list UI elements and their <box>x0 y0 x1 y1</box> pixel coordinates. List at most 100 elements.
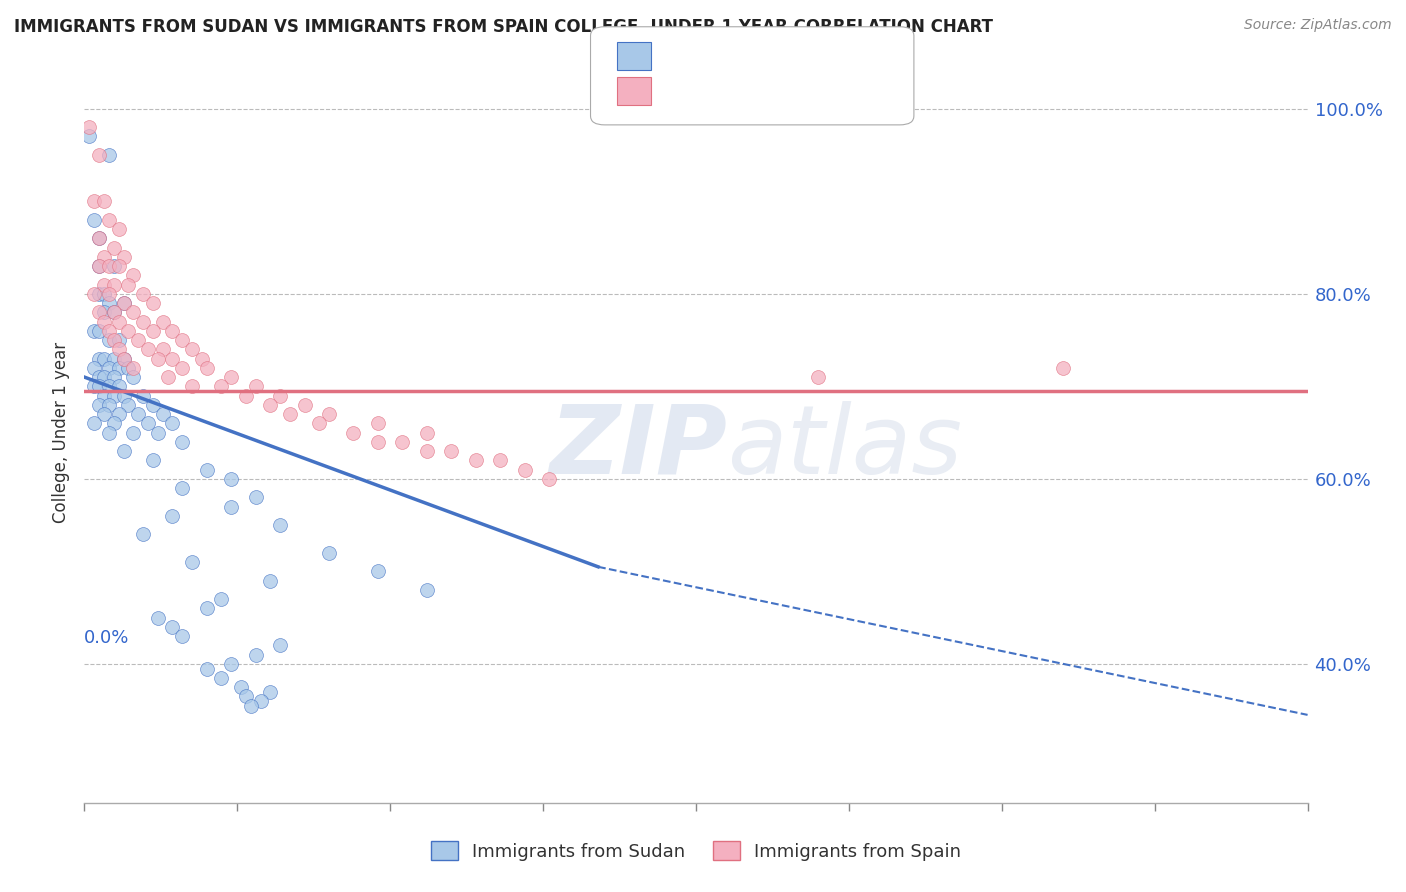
Point <box>107 343 129 357</box>
Point <box>87 379 110 393</box>
Point <box>97 324 120 338</box>
Point <box>367 434 389 449</box>
Point <box>77 129 100 144</box>
Point <box>83 194 105 209</box>
Point <box>416 582 439 597</box>
Point <box>152 407 174 421</box>
Point <box>107 259 129 273</box>
Point <box>181 379 204 393</box>
Point <box>146 425 169 440</box>
Point <box>87 259 110 273</box>
Point <box>181 343 204 357</box>
Point <box>367 417 389 431</box>
Point <box>416 444 439 458</box>
Point <box>87 259 110 273</box>
Point <box>122 425 145 440</box>
Point <box>464 453 486 467</box>
Point <box>107 407 129 421</box>
Point <box>259 398 281 412</box>
Point <box>294 398 316 412</box>
Point <box>172 434 194 449</box>
Point <box>93 315 115 329</box>
Point <box>195 462 218 476</box>
Point <box>235 389 257 403</box>
Point <box>132 286 155 301</box>
Point <box>97 212 120 227</box>
Point <box>97 296 120 310</box>
Point <box>219 657 242 671</box>
Point <box>122 360 145 375</box>
Point <box>103 305 125 319</box>
Point <box>249 694 271 708</box>
Point <box>191 351 214 366</box>
Point <box>103 240 125 255</box>
Point <box>136 343 159 357</box>
Point <box>117 324 139 338</box>
Point <box>122 305 145 319</box>
Point <box>87 324 110 338</box>
Point <box>127 407 149 421</box>
Point <box>142 296 165 310</box>
Point <box>112 351 135 366</box>
Point <box>107 360 129 375</box>
Point <box>103 305 125 319</box>
Text: IMMIGRANTS FROM SUDAN VS IMMIGRANTS FROM SPAIN COLLEGE, UNDER 1 YEAR CORRELATION: IMMIGRANTS FROM SUDAN VS IMMIGRANTS FROM… <box>14 18 993 36</box>
Point <box>97 148 120 162</box>
Point <box>142 398 165 412</box>
Point <box>162 620 184 634</box>
Point <box>83 360 105 375</box>
Point <box>93 389 115 403</box>
Point <box>245 491 267 505</box>
Point <box>807 370 830 384</box>
Point <box>112 250 135 264</box>
Point <box>97 360 120 375</box>
Point <box>229 680 252 694</box>
Point <box>93 194 115 209</box>
Point <box>83 417 105 431</box>
Point <box>117 398 139 412</box>
Point <box>87 398 110 412</box>
Point <box>538 472 561 486</box>
Point <box>122 268 145 283</box>
Point <box>162 351 184 366</box>
Point <box>112 444 135 458</box>
Point <box>195 360 218 375</box>
Point <box>132 389 155 403</box>
Point <box>107 315 129 329</box>
Point <box>146 610 169 624</box>
Point <box>93 370 115 384</box>
Point <box>83 324 105 338</box>
Point <box>269 389 291 403</box>
Point <box>93 351 115 366</box>
Point <box>172 333 194 347</box>
Point <box>162 508 184 523</box>
Point <box>107 379 129 393</box>
Point <box>513 462 536 476</box>
Point <box>308 417 330 431</box>
Point <box>162 417 184 431</box>
Text: Source: ZipAtlas.com: Source: ZipAtlas.com <box>1244 18 1392 32</box>
Point <box>112 351 135 366</box>
Point <box>103 277 125 292</box>
Point <box>181 555 204 569</box>
Point <box>172 360 194 375</box>
Point <box>172 481 194 495</box>
Point <box>416 425 439 440</box>
Text: atlas: atlas <box>727 401 962 494</box>
Point <box>235 690 257 704</box>
Point <box>162 324 184 338</box>
Point <box>112 389 135 403</box>
Point <box>318 546 340 560</box>
Point <box>146 351 169 366</box>
Point <box>489 453 512 467</box>
Point <box>122 370 145 384</box>
Text: R =  0.007   N = 72: R = 0.007 N = 72 <box>658 82 820 100</box>
Point <box>93 286 115 301</box>
Point <box>132 315 155 329</box>
Point <box>132 527 155 541</box>
Point <box>172 629 194 643</box>
Point <box>440 444 463 458</box>
Point <box>83 286 105 301</box>
Legend: Immigrants from Sudan, Immigrants from Spain: Immigrants from Sudan, Immigrants from S… <box>423 834 969 868</box>
Point <box>83 379 105 393</box>
